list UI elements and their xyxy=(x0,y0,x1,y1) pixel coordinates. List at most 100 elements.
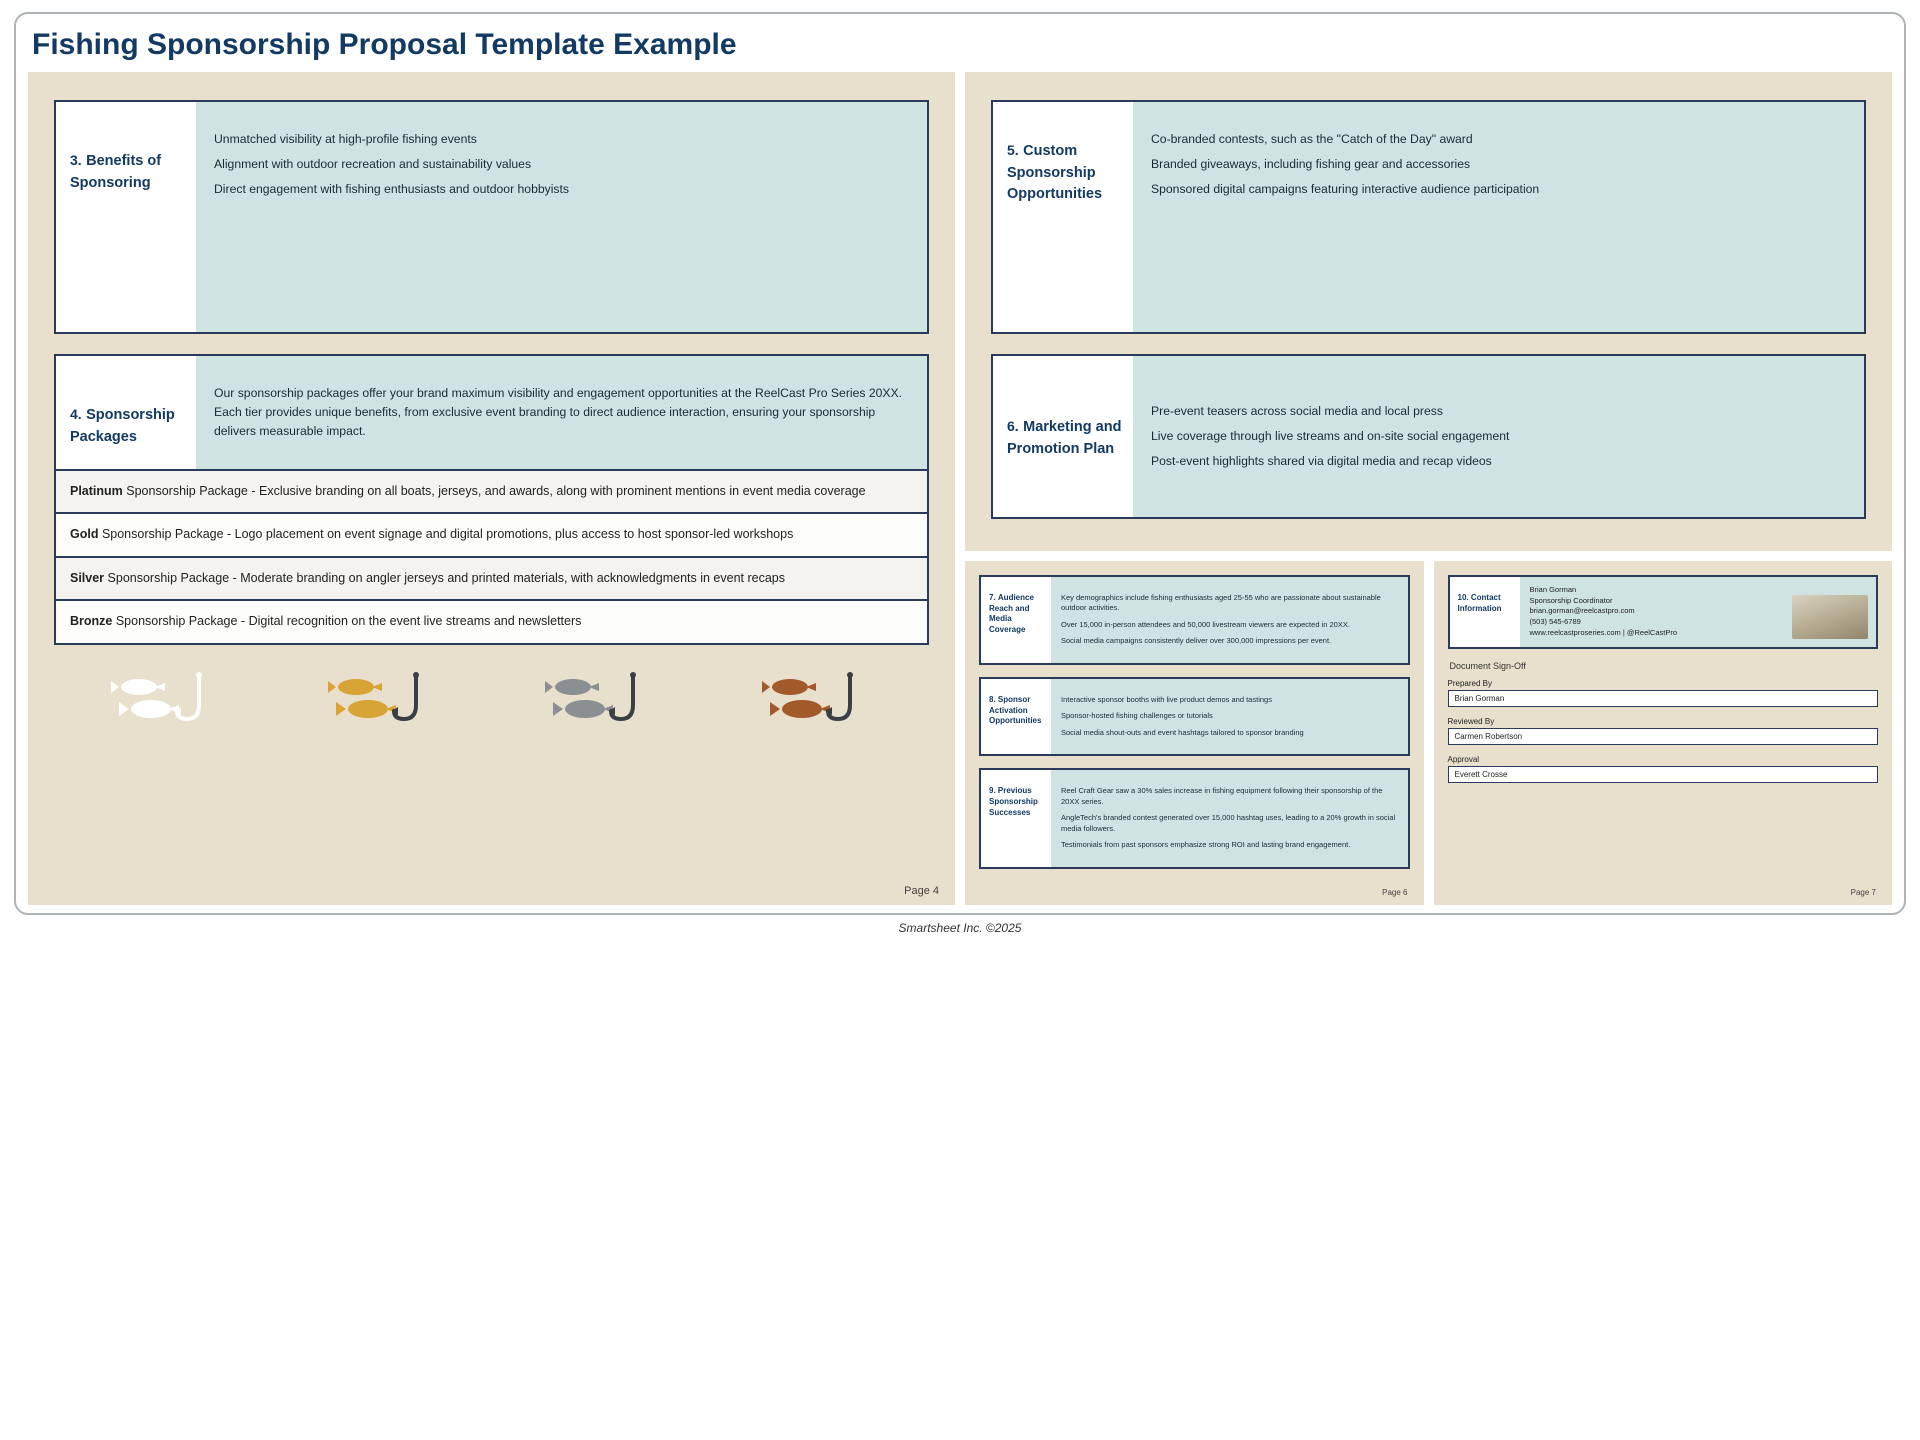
fishing-reel-photo xyxy=(1792,595,1868,639)
signoff-label: Reviewed By xyxy=(1448,717,1879,726)
page-title: Fishing Sponsorship Proposal Template Ex… xyxy=(32,28,1892,62)
section-number: 9. xyxy=(989,786,996,795)
signoff-value: Everett Crosse xyxy=(1448,766,1879,783)
success-line: Reel Craft Gear saw a 30% sales increase… xyxy=(1061,786,1398,807)
package-tier: Silver xyxy=(70,571,104,585)
section-number: 7. xyxy=(989,593,996,602)
section-successes-heading: 9. Previous Sponsorship Successes xyxy=(981,770,1051,867)
package-row-silver: Silver Sponsorship Package - Moderate br… xyxy=(56,556,927,600)
signoff-prepared-by: Prepared By Brian Gorman xyxy=(1448,679,1879,707)
section-title: Audience Reach and Media Coverage xyxy=(989,593,1034,634)
section-packages: 4. Sponsorship Packages Our sponsorship … xyxy=(54,354,929,471)
package-list: Platinum Sponsorship Package - Exclusive… xyxy=(54,469,929,645)
section-successes-body: Reel Craft Gear saw a 30% sales increase… xyxy=(1051,770,1408,867)
marketing-line: Post-event highlights shared via digital… xyxy=(1151,452,1846,471)
activation-line: Social media shout-outs and event hashta… xyxy=(1061,728,1398,739)
section-packages-heading: 4. Sponsorship Packages xyxy=(56,356,196,469)
benefits-line: Unmatched visibility at high-profile fis… xyxy=(214,130,909,149)
section-title: Custom Sponsorship Opportunities xyxy=(1007,143,1102,202)
package-row-platinum: Platinum Sponsorship Package - Exclusive… xyxy=(56,469,927,513)
section-title: Benefits of Sponsoring xyxy=(70,153,161,191)
section-number: 10. xyxy=(1458,593,1469,602)
section-contact-heading: 10. Contact Information xyxy=(1450,577,1520,647)
section-number: 5. xyxy=(1007,142,1019,158)
custom-line: Branded giveaways, including fishing gea… xyxy=(1151,155,1846,174)
section-activation-body: Interactive sponsor booths with live pro… xyxy=(1051,679,1408,755)
signoff-value: Carmen Robertson xyxy=(1448,728,1879,745)
section-benefits-body: Unmatched visibility at high-profile fis… xyxy=(196,102,927,332)
page-5: 5. Custom Sponsorship Opportunities Co-b… xyxy=(965,72,1892,551)
custom-line: Co-branded contests, such as the "Catch … xyxy=(1151,130,1846,149)
section-number: 6. xyxy=(1007,418,1019,434)
section-number: 4. xyxy=(70,406,82,422)
section-title: Previous Sponsorship Successes xyxy=(989,786,1038,817)
fish-hook-icon-platinum xyxy=(111,671,221,732)
section-contact-body: Brian Gorman Sponsorship Coordinator bri… xyxy=(1520,577,1877,647)
section-title: Sponsor Activation Opportunities xyxy=(989,695,1041,726)
section-audience-body: Key demographics include fishing enthusi… xyxy=(1051,577,1408,663)
signoff-label: Approval xyxy=(1448,755,1879,764)
benefits-line: Alignment with outdoor recreation and su… xyxy=(214,155,909,174)
signoff-value: Brian Gorman xyxy=(1448,690,1879,707)
signoff-heading: Document Sign-Off xyxy=(1450,661,1879,671)
layout-grid: 3. Benefits of Sponsoring Unmatched visi… xyxy=(28,72,1892,905)
activation-line: Interactive sponsor booths with live pro… xyxy=(1061,695,1398,706)
section-packages-body: Our sponsorship packages offer your bran… xyxy=(196,356,927,469)
section-title: Sponsorship Packages xyxy=(70,407,175,445)
section-marketing-plan: 6. Marketing and Promotion Plan Pre-even… xyxy=(991,354,1866,519)
section-custom-body: Co-branded contests, such as the "Catch … xyxy=(1133,102,1864,332)
marketing-line: Live coverage through live streams and o… xyxy=(1151,427,1846,446)
audience-line: Over 15,000 in-person attendees and 50,0… xyxy=(1061,620,1398,631)
template-frame: Fishing Sponsorship Proposal Template Ex… xyxy=(14,12,1906,915)
page-7: 10. Contact Information Brian Gorman Spo… xyxy=(1434,561,1893,905)
section-number: 3. xyxy=(70,152,82,168)
section-custom-opportunities: 5. Custom Sponsorship Opportunities Co-b… xyxy=(991,100,1866,334)
section-successes: 9. Previous Sponsorship Successes Reel C… xyxy=(979,768,1410,869)
fish-hook-icon-bronze xyxy=(762,671,872,732)
activation-line: Sponsor-hosted fishing challenges or tut… xyxy=(1061,711,1398,722)
page-number: Page 7 xyxy=(1851,888,1876,897)
section-benefits-heading: 3. Benefits of Sponsoring xyxy=(56,102,196,332)
section-audience: 7. Audience Reach and Media Coverage Key… xyxy=(979,575,1410,665)
contact-name: Brian Gorman xyxy=(1530,585,1867,596)
section-custom-heading: 5. Custom Sponsorship Opportunities xyxy=(993,102,1133,332)
package-text: Sponsorship Package - Digital recognitio… xyxy=(112,614,581,628)
section-marketing-heading: 6. Marketing and Promotion Plan xyxy=(993,356,1133,517)
custom-line: Sponsored digital campaigns featuring in… xyxy=(1151,180,1846,199)
signoff-approval: Approval Everett Crosse xyxy=(1448,755,1879,783)
section-activation-heading: 8. Sponsor Activation Opportunities xyxy=(981,679,1051,755)
packages-intro: Our sponsorship packages offer your bran… xyxy=(214,384,909,441)
package-tier: Platinum xyxy=(70,484,123,498)
benefits-line: Direct engagement with fishing enthusias… xyxy=(214,180,909,199)
page-6: 7. Audience Reach and Media Coverage Key… xyxy=(965,561,1424,905)
audience-line: Social media campaigns consistently deli… xyxy=(1061,636,1398,647)
fish-hook-icon-gold xyxy=(328,671,438,732)
package-text: Sponsorship Package - Moderate branding … xyxy=(104,571,785,585)
tier-icon-row xyxy=(54,661,929,734)
package-tier: Gold xyxy=(70,527,98,541)
section-activation: 8. Sponsor Activation Opportunities Inte… xyxy=(979,677,1410,757)
page-number: Page 4 xyxy=(904,885,939,897)
section-audience-heading: 7. Audience Reach and Media Coverage xyxy=(981,577,1051,663)
audience-line: Key demographics include fishing enthusi… xyxy=(1061,593,1398,614)
package-row-bronze: Bronze Sponsorship Package - Digital rec… xyxy=(56,599,927,643)
package-row-gold: Gold Sponsorship Package - Logo placemen… xyxy=(56,512,927,556)
page-number: Page 6 xyxy=(1382,888,1407,897)
signoff-label: Prepared By xyxy=(1448,679,1879,688)
package-text: Sponsorship Package - Logo placement on … xyxy=(98,527,793,541)
section-marketing-body: Pre-event teasers across social media an… xyxy=(1133,356,1864,517)
right-column: 5. Custom Sponsorship Opportunities Co-b… xyxy=(965,72,1892,905)
success-line: AngleTech's branded contest generated ov… xyxy=(1061,813,1398,834)
section-contact: 10. Contact Information Brian Gorman Spo… xyxy=(1448,575,1879,649)
package-tier: Bronze xyxy=(70,614,112,628)
fish-hook-icon-silver xyxy=(545,671,655,732)
package-text: Sponsorship Package - Exclusive branding… xyxy=(123,484,866,498)
marketing-line: Pre-event teasers across social media an… xyxy=(1151,402,1846,421)
success-line: Testimonials from past sponsors emphasiz… xyxy=(1061,840,1398,851)
page-4: 3. Benefits of Sponsoring Unmatched visi… xyxy=(28,72,955,905)
section-title: Marketing and Promotion Plan xyxy=(1007,419,1121,457)
footer-copyright: Smartsheet Inc. ©2025 xyxy=(14,921,1906,935)
mini-pages: 7. Audience Reach and Media Coverage Key… xyxy=(965,561,1892,905)
signoff-reviewed-by: Reviewed By Carmen Robertson xyxy=(1448,717,1879,745)
section-benefits: 3. Benefits of Sponsoring Unmatched visi… xyxy=(54,100,929,334)
